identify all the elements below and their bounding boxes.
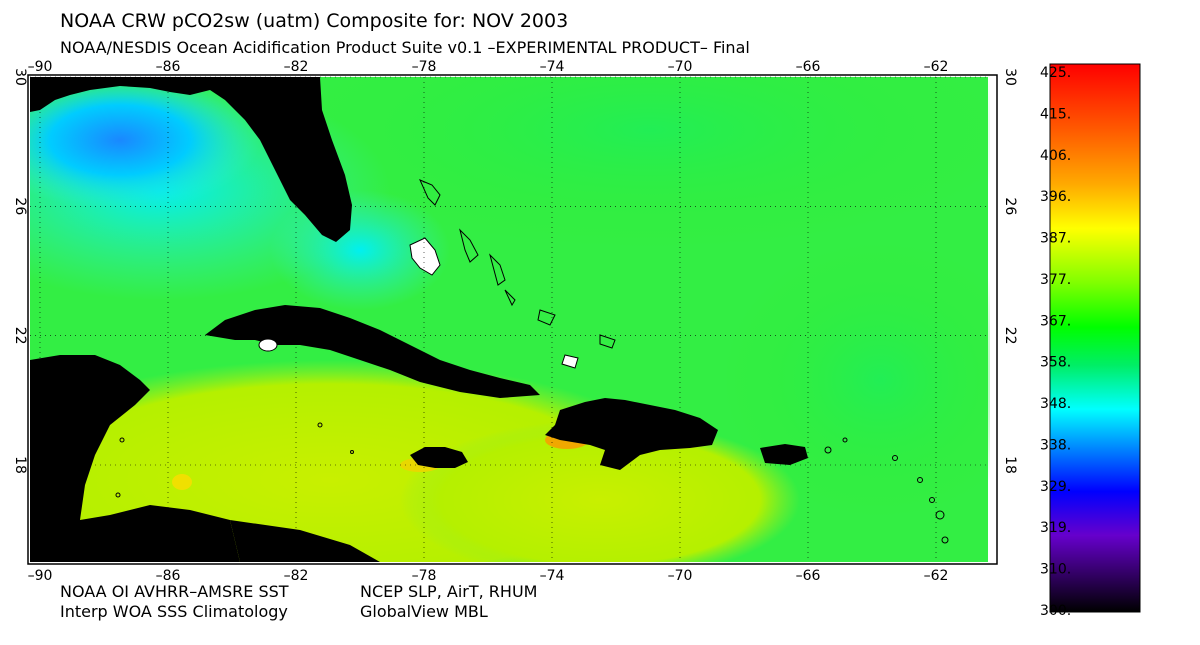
sea-surface-field: [30, 77, 990, 562]
lon-tick-label-bottom: –82: [284, 568, 309, 584]
footer-line-2: Interp WOA SSS Climatology GlobalView MB…: [60, 602, 488, 621]
colorbar-label: 329.: [1040, 479, 1071, 495]
hispaniola-landmass: [545, 398, 718, 470]
colorbar-label: 415.: [1040, 106, 1071, 122]
jamaica-landmass: [410, 447, 468, 468]
colorbar-label: 348.: [1040, 396, 1071, 412]
colorbar-label: 396.: [1040, 189, 1071, 205]
lon-tick-label-bottom: –70: [668, 568, 693, 584]
lon-tick-label-bottom: –74: [540, 568, 565, 584]
map-subtitle: NOAA/NESDIS Ocean Acidification Product …: [60, 38, 750, 57]
map-title: NOAA CRW pCO2sw (uatm) Composite for: NO…: [60, 10, 569, 32]
lon-tick-label-top: –78: [412, 59, 437, 75]
lon-tick-label-top: –86: [156, 59, 181, 75]
footer-co2-source: GlobalView MBL: [360, 602, 488, 621]
lon-tick-label-bottom: –62: [924, 568, 949, 584]
colorbar-label: 300.: [1040, 603, 1071, 619]
colorbar-label: 367.: [1040, 313, 1071, 329]
colorbar-label: 338.: [1040, 437, 1071, 453]
lat-tick-label-right: 18: [1002, 456, 1018, 474]
lat-tick-label-right: 26: [1002, 197, 1018, 215]
lat-tick-label-left: 26: [12, 197, 28, 215]
lon-tick-label-top: –74: [540, 59, 565, 75]
colorbar-label: 310.: [1040, 562, 1071, 578]
footer-sst-source: NOAA OI AVHRR–AMSRE SST: [60, 582, 289, 601]
colorbar-label: 425.: [1040, 65, 1071, 81]
lat-tick-label-right: 22: [1002, 327, 1018, 345]
lon-tick-label-bottom: –90: [28, 568, 53, 584]
colorbar-labels: 425. 415. 406. 396. 387. 377. 367. 358. 348. 338.…: [1040, 65, 1071, 619]
lon-tick-label-bottom: –86: [156, 568, 181, 584]
lon-tick-label-bottom: –66: [796, 568, 821, 584]
colorbar-label: 387.: [1040, 231, 1071, 247]
colorbar-label: 377.: [1040, 272, 1071, 288]
lon-tick-label-top: –90: [28, 59, 53, 75]
yucatan-landmass: [30, 355, 240, 562]
lat-tick-label-right: 30: [1002, 68, 1018, 86]
lon-tick-label-bottom: –78: [412, 568, 437, 584]
lon-tick-label-top: –82: [284, 59, 309, 75]
footer-sss-source: Interp WOA SSS Climatology: [60, 602, 288, 621]
puerto-rico-landmass: [760, 444, 808, 465]
colorbar-label: 406.: [1040, 148, 1071, 164]
lon-tick-label-top: –66: [796, 59, 821, 75]
footer-line-1: NOAA OI AVHRR–AMSRE SST NCEP SLP, AirT, …: [60, 582, 537, 601]
lat-tick-label-left: 22: [12, 327, 28, 345]
lon-tick-label-top: –70: [668, 59, 693, 75]
footer-met-source: NCEP SLP, AirT, RHUM: [360, 582, 538, 601]
lon-tick-label-top: –62: [924, 59, 949, 75]
colorbar-label: 358.: [1040, 355, 1071, 371]
colorbar: [1049, 63, 1141, 613]
map-axes: –90 –90 –86 –86 –82 –82 –78 –78 –74 –74 –70 –70 –66 –…: [12, 59, 1018, 584]
colorbar-label: 319.: [1040, 520, 1071, 536]
florida-landmass: [210, 77, 352, 242]
graticule: [30, 76, 990, 562]
cuba-landmass: [205, 305, 540, 398]
lat-tick-label-left: 30: [12, 68, 28, 86]
lat-tick-label-left: 18: [12, 456, 28, 474]
